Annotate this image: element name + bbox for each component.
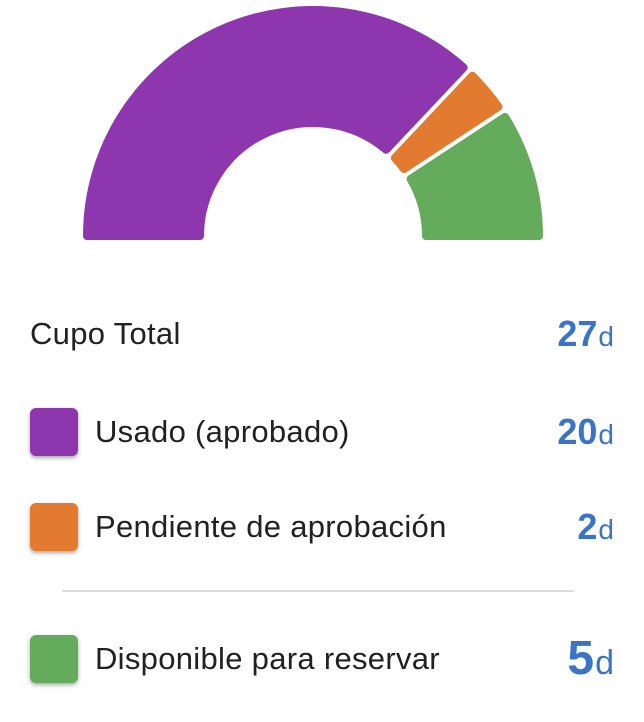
total-quota-number: 27 bbox=[557, 313, 598, 354]
gauge-segment-used bbox=[83, 6, 468, 240]
quota-gauge-chart bbox=[83, 6, 543, 240]
gauge-segment-available bbox=[406, 112, 543, 240]
used-label: Usado (aprobado) bbox=[95, 414, 350, 449]
total-quota-row: Cupo Total 27d bbox=[30, 304, 614, 364]
used-number: 20 bbox=[557, 411, 598, 452]
gauge-segment-pending bbox=[390, 71, 503, 173]
used-color-swatch bbox=[30, 408, 78, 456]
total-quota-label: Cupo Total bbox=[30, 316, 181, 351]
pending-color-swatch bbox=[30, 503, 78, 551]
used-value: 20d bbox=[557, 402, 614, 462]
pending-row: Pendiente de aprobación 2d bbox=[30, 497, 614, 557]
available-label: Disponible para reservar bbox=[95, 641, 440, 676]
available-color-swatch bbox=[30, 635, 78, 683]
available-row: Disponible para reservar 5d bbox=[30, 629, 614, 689]
used-row: Usado (aprobado) 20d bbox=[30, 402, 614, 462]
available-number: 5 bbox=[567, 632, 595, 685]
divider bbox=[62, 590, 574, 592]
pending-label: Pendiente de aprobación bbox=[95, 509, 447, 544]
pending-number: 2 bbox=[577, 506, 598, 547]
pending-value: 2d bbox=[577, 497, 614, 557]
used-unit: d bbox=[598, 419, 614, 450]
total-quota-unit: d bbox=[598, 321, 614, 352]
available-value: 5d bbox=[567, 629, 614, 689]
total-quota-value: 27d bbox=[557, 304, 614, 364]
pending-unit: d bbox=[598, 514, 614, 545]
available-unit: d bbox=[595, 644, 614, 682]
